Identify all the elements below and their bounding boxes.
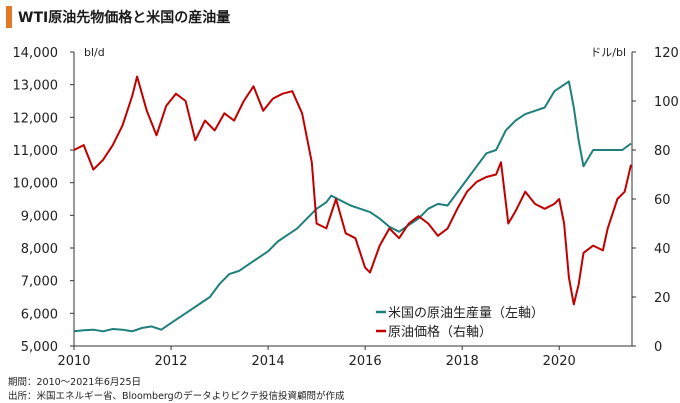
x-tick-label: 2010 [57,354,90,369]
right-tick-label: 60 [654,193,671,208]
left-tick-label: 13,000 [13,79,59,94]
title-text: WTI原油先物価格と米国の産油量 [18,10,231,26]
left-tick-label: 10,000 [13,177,59,192]
price-series-line [73,75,632,306]
left-tick-label: 14,000 [13,46,59,61]
x-tick-label: 2014 [252,354,285,369]
x-tick-label: 2016 [349,354,382,369]
left-tick-label: 7,000 [21,275,58,290]
legend-label-production: 米国の原油生産量（左軸） [388,305,544,321]
right-tick-label: 40 [654,242,671,257]
right-tick-label: 120 [654,46,679,61]
title-accent-bar [6,6,12,28]
left-tick-label: 9,000 [21,209,58,224]
right-tick-label: 80 [654,144,671,159]
right-axis-unit: ドル/bl [590,46,626,59]
footnote-source: 出所：米国エネルギー省、Bloombergのデータよりピクテ投信投資顧問が作成 [8,391,345,402]
legend-label-price: 原油価格（右軸） [388,324,492,340]
right-tick-label: 0 [654,340,662,355]
left-tick-label: 11,000 [13,144,59,159]
left-tick-label: 5,000 [21,340,58,355]
right-tick-label: 20 [654,291,671,306]
production-series-line [73,80,632,333]
left-axis-unit: bl/d [84,46,105,59]
x-tick-label: 2012 [154,354,187,369]
x-tick-label: 2018 [446,354,479,369]
left-tick-label: 12,000 [13,111,59,126]
footnote-period: 期間：2010～2021年6月25日 [8,377,141,388]
left-tick-label: 6,000 [21,307,58,322]
right-tick-label: 100 [654,95,679,110]
chart-title: WTI原油先物価格と米国の産油量 [6,6,230,28]
left-tick-label: 8,000 [21,242,58,257]
x-tick-label: 2020 [543,354,576,369]
